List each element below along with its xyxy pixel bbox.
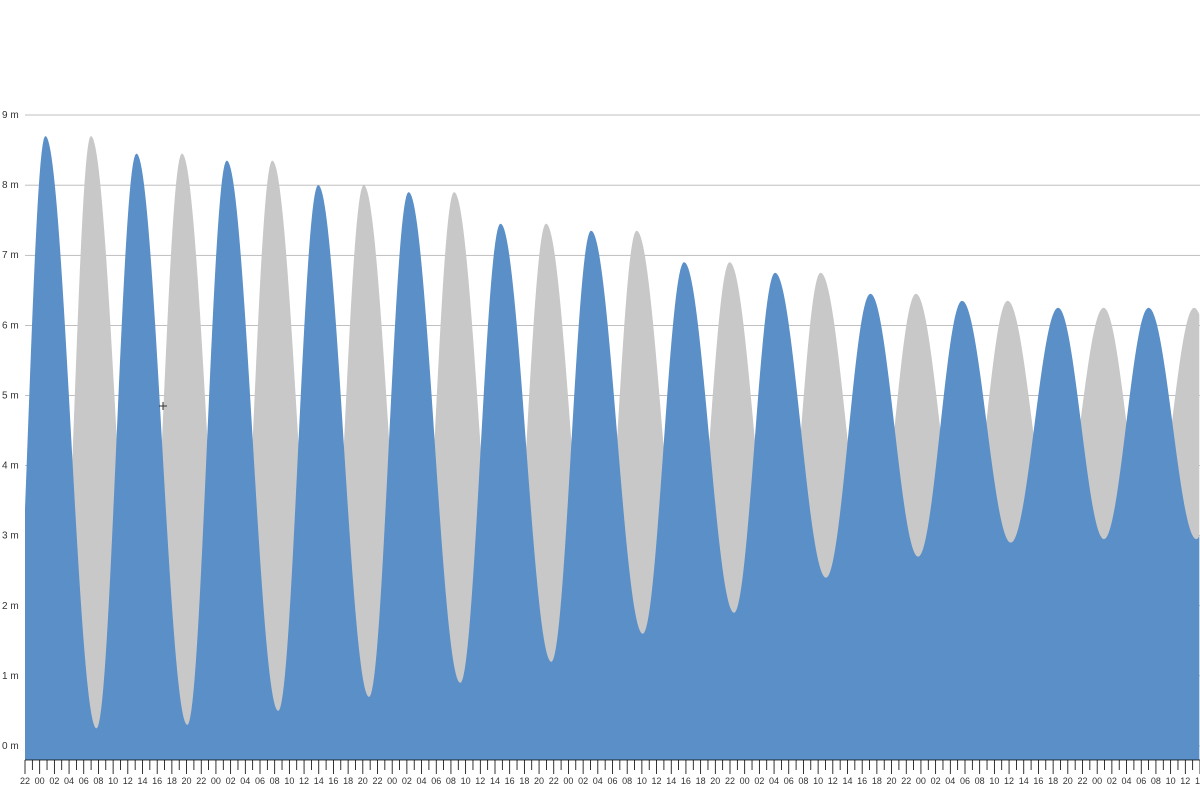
x-tick-label: 06 [79,776,89,786]
y-tick-label: 4 m [2,461,19,472]
x-tick-label: 12 [299,776,309,786]
x-tick-label: 18 [343,776,353,786]
x-tick-label: 16 [857,776,867,786]
x-tick-label: 10 [1166,776,1176,786]
x-tick-label: 10 [637,776,647,786]
x-tick-label: 14 [1019,776,1029,786]
x-tick-label: 00 [35,776,45,786]
x-tick-label: 12 [475,776,485,786]
x-tick-label: 20 [1063,776,1073,786]
x-tick-label: 12 [123,776,133,786]
x-tick-label: 06 [255,776,265,786]
x-tick-label: 04 [64,776,74,786]
x-tick-label: 14 [314,776,324,786]
y-tick-label: 8 m [2,180,19,191]
x-tick-label: 02 [578,776,588,786]
x-tick-label: 02 [402,776,412,786]
x-tick-label: 02 [49,776,59,786]
chart-svg-container: 0 m 1 m 2 m 3 m 4 m 5 m 6 m 7 m 8 m 9 m 22 00 02 04 06… [0,0,1200,800]
x-tick-label: 02 [931,776,941,786]
tide-chart: Le Havre, France e21Wed00:46Wed07:44Wed1… [0,0,1200,800]
x-tick-label: 18 [167,776,177,786]
x-tick-label: 08 [798,776,808,786]
x-tick-label: 22 [725,776,735,786]
x-tick-label: 02 [226,776,236,786]
x-tick-label: 20 [358,776,368,786]
y-tick-label: 2 m [2,601,19,612]
x-tick-label: 22 [1077,776,1087,786]
x-tick-label: 14 [490,776,500,786]
x-tick-label: 14 [842,776,852,786]
x-tick-label: 20 [710,776,720,786]
x-tick-label: 10 [813,776,823,786]
x-tick-label: 14 [137,776,147,786]
x-tick-label: 02 [754,776,764,786]
x-tick-label: 22 [372,776,382,786]
x-tick-label: 04 [417,776,427,786]
y-tick-label: 9 m [2,110,19,121]
y-tick-label: 5 m [2,390,19,401]
x-tick-label: 00 [387,776,397,786]
x-tick-label: 00 [1092,776,1102,786]
x-tick-label: 16 [1033,776,1043,786]
x-tick-label: 18 [519,776,529,786]
x-tick-label: 10 [284,776,294,786]
x-tick-label: 06 [1136,776,1146,786]
x-tick-label: 10 [989,776,999,786]
x-tick-label: 22 [549,776,559,786]
x-tick-label: 12 [652,776,662,786]
x-tick-label: 06 [431,776,441,786]
x-tick-label: 20 [887,776,897,786]
x-tick-label: 08 [1151,776,1161,786]
y-tick-label: 7 m [2,250,19,261]
x-tick-label: 00 [916,776,926,786]
y-tick-label: 1 m [2,671,19,682]
x-tick-label: 22 [20,776,30,786]
x-tick-label: 04 [1122,776,1132,786]
x-tick-label: 16 [505,776,515,786]
x-tick-label: 18 [696,776,706,786]
x-tick-label: 00 [211,776,221,786]
x-tick-label: 04 [769,776,779,786]
x-tick-label: 10 [108,776,118,786]
x-tick-label: 08 [446,776,456,786]
x-tick-label: 08 [93,776,103,786]
x-tick-label: 20 [534,776,544,786]
x-tick-label: 06 [607,776,617,786]
x-tick-label: 14 [666,776,676,786]
x-tick-label: 16 [328,776,338,786]
x-tick-label: 12 [828,776,838,786]
x-tick-label: 16 [152,776,162,786]
x-tick-label: 18 [872,776,882,786]
x-tick-label: 08 [975,776,985,786]
x-tick-label: 22 [901,776,911,786]
x-tick-label: 00 [740,776,750,786]
x-tick-label: 12 [1180,776,1190,786]
x-tick-label: 18 [1048,776,1058,786]
x-tick-label: 06 [784,776,794,786]
x-tick-label: 02 [1107,776,1117,786]
x-tick-label: 04 [945,776,955,786]
x-tick-label: 04 [240,776,250,786]
chart-svg: 0 m 1 m 2 m 3 m 4 m 5 m 6 m 7 m 8 m 9 m 22 00 02 04 06… [0,0,1200,800]
x-tick-label: 06 [960,776,970,786]
x-tick-label: 22 [196,776,206,786]
y-tick-label: 6 m [2,320,19,331]
x-tick-label: 00 [563,776,573,786]
y-tick-label: 3 m [2,531,19,542]
x-tick-label: 14 [1195,776,1200,786]
x-tick-label: 10 [461,776,471,786]
x-tick-label: 16 [681,776,691,786]
x-tick-label: 04 [593,776,603,786]
x-tick-label: 20 [182,776,192,786]
x-tick-label: 12 [1004,776,1014,786]
x-tick-label: 08 [270,776,280,786]
y-tick-label: 0 m [2,741,19,752]
x-tick-label: 08 [622,776,632,786]
